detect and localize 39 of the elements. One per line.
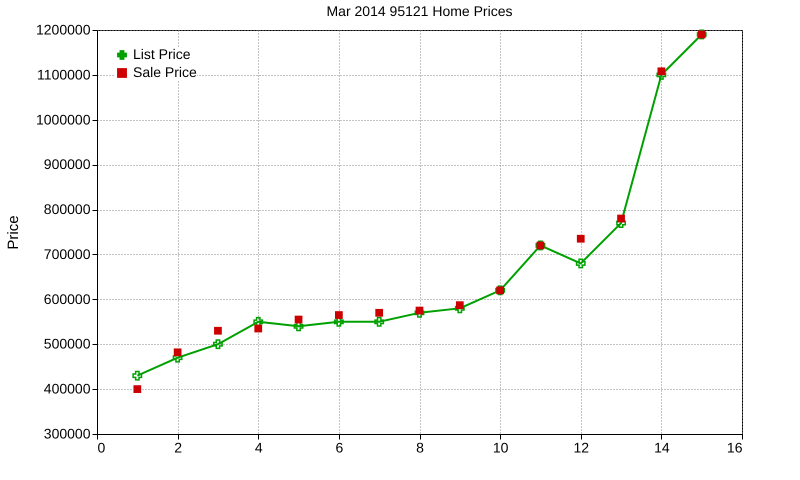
point xyxy=(658,67,666,76)
point xyxy=(133,385,142,393)
x-tick-label: 10 xyxy=(492,440,509,456)
chart-title: Mar 2014 95121 Home Prices xyxy=(326,3,512,19)
x-tick-label: 2 xyxy=(174,440,182,456)
y-tick-label: 600000 xyxy=(44,290,91,307)
point xyxy=(617,214,625,222)
point xyxy=(416,306,424,314)
y-tick-label: 900000 xyxy=(44,156,91,172)
point xyxy=(174,348,182,356)
y-tick-label: 700000 xyxy=(44,246,91,262)
x-tick-label: 14 xyxy=(654,440,670,456)
y-tick-label: 400000 xyxy=(44,380,91,397)
y-tick-label: 1000000 xyxy=(36,111,91,128)
point xyxy=(214,326,222,335)
y-tick-label: 1100000 xyxy=(37,66,91,82)
point xyxy=(375,308,384,317)
x-tick-label: 16 xyxy=(726,440,743,456)
point xyxy=(374,316,384,327)
point xyxy=(335,311,343,319)
y-tick-label: 500000 xyxy=(44,336,91,352)
y-tick-label: 1200000 xyxy=(36,22,91,38)
point xyxy=(132,370,142,381)
legend-label: Sale Price xyxy=(133,64,198,80)
legend-label: List Price xyxy=(133,46,191,62)
point xyxy=(254,324,262,332)
point xyxy=(576,258,586,268)
x-tick-label: 8 xyxy=(416,440,424,456)
x-tick-label: 6 xyxy=(335,440,344,456)
y-tick-label: 300000 xyxy=(44,426,91,442)
point xyxy=(294,316,302,324)
x-tick-label: 0 xyxy=(98,440,106,456)
point xyxy=(456,301,464,310)
x-tick-label: 12 xyxy=(573,440,590,456)
point xyxy=(576,234,585,243)
y-axis-title: Price xyxy=(4,215,22,250)
y-tick-label: 800000 xyxy=(44,201,91,218)
x-tick-label: 4 xyxy=(254,440,263,456)
point xyxy=(213,339,223,350)
